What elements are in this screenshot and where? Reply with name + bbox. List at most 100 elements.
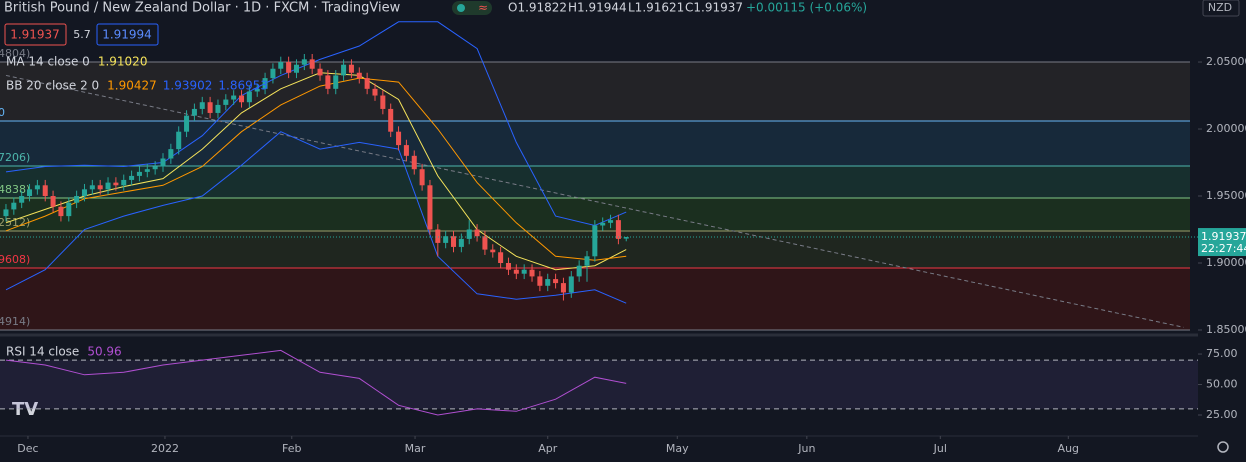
fib-zone [0, 267, 1190, 330]
candle-body [592, 225, 598, 257]
currency: NZD [1208, 1, 1232, 14]
candle-body [505, 263, 511, 270]
candle-body [239, 95, 245, 103]
candle-body [191, 108, 197, 116]
candle-body [215, 104, 221, 113]
candle-body [537, 276, 543, 286]
candle-body [623, 237, 629, 239]
candle-body [3, 209, 9, 217]
candle-body [498, 252, 504, 264]
spread: 5.7 [73, 28, 91, 41]
candle-body [34, 185, 40, 190]
y-tick-label: 2.05000 [1206, 55, 1246, 68]
rsi-value: 50.96 [87, 345, 121, 359]
fib-zone [0, 166, 1190, 199]
candle-body [231, 95, 237, 100]
candle-body [333, 75, 339, 89]
legend-value: 1.93902 [163, 79, 213, 93]
candle-body [286, 62, 292, 73]
candle-body [42, 185, 48, 197]
candle-body [372, 88, 378, 96]
y-tick-label: 2.00000 [1206, 122, 1246, 135]
candle-body [443, 236, 449, 243]
candle-body [364, 78, 370, 89]
fib-label: 7206) [0, 151, 30, 164]
candle-body [113, 182, 119, 186]
candle-body [262, 78, 268, 89]
candle-body [553, 279, 559, 284]
x-tick-label: May [666, 442, 689, 455]
legend-value: 1.91020 [98, 55, 148, 69]
candle-body [411, 155, 417, 170]
candle-body [348, 64, 354, 73]
candle-body [74, 196, 80, 203]
legend-name: MA 14 close 0 [6, 55, 90, 69]
rsi-band [0, 360, 1198, 409]
candle-body [27, 189, 33, 197]
price-tag [1198, 228, 1246, 257]
title: British Pound / New Zealand Dollar · 1D … [4, 1, 401, 16]
candle-body [152, 166, 158, 170]
x-tick-label: Apr [538, 442, 558, 455]
ohlc-open: O1.91822 [508, 1, 567, 15]
x-tick-label: Feb [282, 442, 301, 455]
candle-body [388, 108, 394, 132]
candle-body [129, 175, 135, 180]
indicator-line [5, 131, 627, 304]
candle-body [199, 102, 205, 109]
candle-body [317, 68, 323, 76]
x-tick-label: Dec [17, 442, 38, 455]
fib-label: 0 [0, 106, 5, 119]
candle-body [176, 131, 182, 150]
candle-body [584, 256, 590, 266]
candle-body [396, 131, 402, 146]
candle-body [301, 59, 307, 65]
candle-body [184, 115, 190, 132]
candle-body [490, 249, 496, 253]
candle-body [474, 229, 480, 237]
x-tick-label: Jul [933, 442, 947, 455]
candle-body [168, 149, 174, 159]
y-tick-label: 1.85000 [1206, 323, 1246, 336]
candle-body [246, 91, 252, 103]
ohlc-high: H1.91944 [568, 1, 627, 15]
candle-body [121, 179, 127, 186]
candle-body [608, 220, 614, 223]
price-tag-timer: 22:27:44 [1201, 242, 1246, 255]
candle-body [458, 238, 464, 247]
rsi-line [5, 349, 627, 416]
rsi-tick-label: 25.00 [1206, 408, 1238, 421]
x-tick-label: 2022 [151, 442, 179, 455]
candle-body [529, 269, 535, 277]
logo: TV [12, 399, 38, 420]
candle-body [427, 185, 433, 230]
fib-label: 9608) [0, 253, 30, 266]
fib-zone [0, 62, 1190, 121]
candle-body [309, 59, 315, 69]
candle-body [545, 279, 551, 286]
candle-body [19, 196, 25, 203]
candle-body [560, 283, 566, 293]
fib-label: 2512) [0, 216, 30, 229]
buy-price: 1.91994 [102, 28, 152, 42]
ohlc-low: L1.91621 [628, 1, 684, 15]
settings-icon[interactable] [1217, 441, 1229, 453]
sell-box[interactable] [4, 23, 67, 46]
candle-body [254, 88, 260, 92]
candle-body [615, 220, 621, 239]
candle-body [513, 269, 519, 274]
candle-body [451, 236, 457, 247]
candle-body [136, 171, 142, 176]
candle-body [380, 95, 386, 109]
y-tick-label: 1.90000 [1206, 256, 1246, 269]
candle-body [207, 102, 213, 113]
candle-body [50, 196, 56, 207]
fib-label: 4914) [0, 315, 30, 328]
indicator-line [5, 77, 627, 261]
currency-box[interactable] [1202, 0, 1240, 17]
legend-name: BB 20 close 2 0 [6, 79, 99, 93]
buy-box[interactable] [96, 23, 159, 46]
candle-body [521, 269, 527, 274]
candle-body [160, 158, 166, 167]
